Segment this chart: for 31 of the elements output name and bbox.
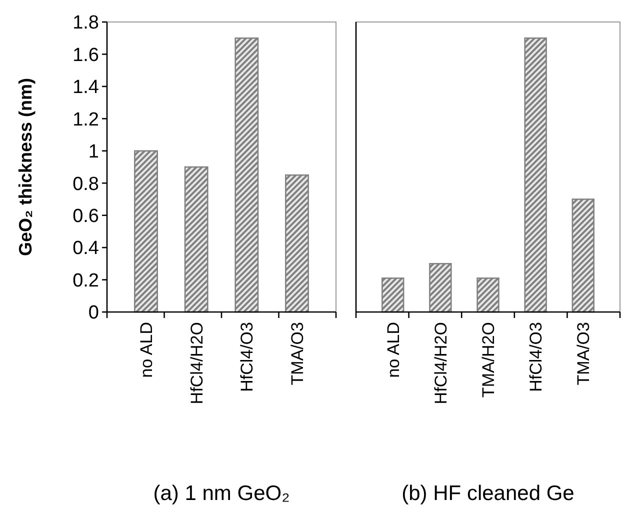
y-tick-label: 1.8 (72, 12, 99, 34)
bar (285, 174, 309, 313)
bar (429, 263, 452, 313)
x-tick-label: no ALD (136, 322, 156, 378)
bar (382, 278, 404, 313)
y-tick-label: 0.2 (72, 270, 99, 292)
x-tick-label: TMA/O3 (574, 322, 594, 386)
bar (184, 166, 208, 313)
x-tick-label: TMA/H2O (478, 322, 498, 398)
x-tick-label: HfCl4/H2O (431, 322, 450, 404)
x-tick-label: HfCl4/O3 (238, 322, 257, 392)
bar (476, 278, 500, 313)
y-tick-label: 0.8 (72, 174, 99, 195)
bar (524, 37, 547, 313)
y-tick-label: 0.6 (72, 206, 99, 227)
bar (134, 150, 158, 313)
y-axis-title: GeO₂ thickness (nm) (15, 78, 36, 256)
x-tick-label: HfCl4/O3 (526, 322, 546, 392)
bar (572, 198, 594, 313)
y-tick-label: 1.6 (72, 44, 99, 66)
text: (b) HF cleaned Ge (402, 482, 574, 505)
x-tick-label: TMA/O3 (288, 322, 307, 386)
bar (234, 37, 259, 313)
x-tick-label: HfCl4/H2O (187, 322, 206, 404)
y-tick-label: 0.4 (72, 238, 100, 260)
y-tick-label: 0 (88, 302, 99, 324)
y-tick-label: 1 (88, 142, 99, 163)
text: (a) 1 nm GeO₂ (153, 482, 290, 505)
y-tick-label: 1.2 (72, 109, 99, 130)
x-tick-label: no ALD (384, 322, 403, 378)
y-tick-label: 1.4 (72, 77, 100, 98)
